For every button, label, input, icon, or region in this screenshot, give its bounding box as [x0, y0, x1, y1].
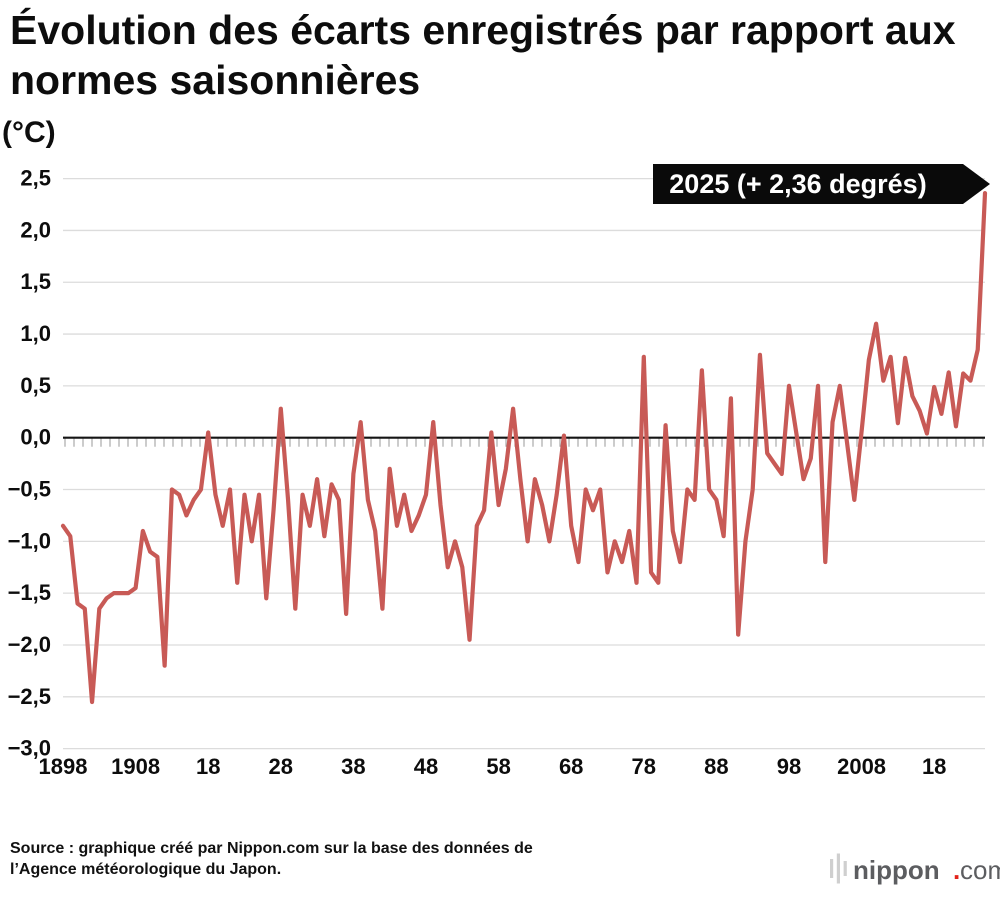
svg-text:0,0: 0,0	[20, 425, 51, 450]
svg-text:58: 58	[486, 754, 510, 779]
svg-text:1,5: 1,5	[20, 269, 51, 294]
svg-text:com: com	[960, 855, 1000, 885]
svg-text:1908: 1908	[111, 754, 160, 779]
svg-text:18: 18	[196, 754, 220, 779]
svg-text:0,5: 0,5	[20, 373, 51, 398]
svg-text:2008: 2008	[837, 754, 886, 779]
svg-text:78: 78	[632, 754, 656, 779]
svg-text:2,5: 2,5	[20, 166, 51, 191]
svg-text:18: 18	[922, 754, 946, 779]
svg-text:88: 88	[704, 754, 728, 779]
svg-text:68: 68	[559, 754, 583, 779]
svg-text:1,0: 1,0	[20, 321, 51, 346]
svg-text:1898: 1898	[39, 754, 88, 779]
svg-text:98: 98	[777, 754, 801, 779]
svg-text:−1,5: −1,5	[8, 580, 51, 605]
svg-text:−2,0: −2,0	[8, 632, 51, 657]
svg-text:38: 38	[341, 754, 365, 779]
svg-text:48: 48	[414, 754, 438, 779]
svg-text:28: 28	[269, 754, 293, 779]
svg-text:nippon: nippon	[853, 855, 940, 885]
svg-text:2025 (+ 2,36 degrés): 2025 (+ 2,36 degrés)	[669, 169, 926, 199]
svg-text:−0,5: −0,5	[8, 477, 51, 502]
svg-text:−1,0: −1,0	[8, 528, 51, 553]
svg-text:−2,5: −2,5	[8, 684, 51, 709]
svg-text:2,0: 2,0	[20, 217, 51, 242]
